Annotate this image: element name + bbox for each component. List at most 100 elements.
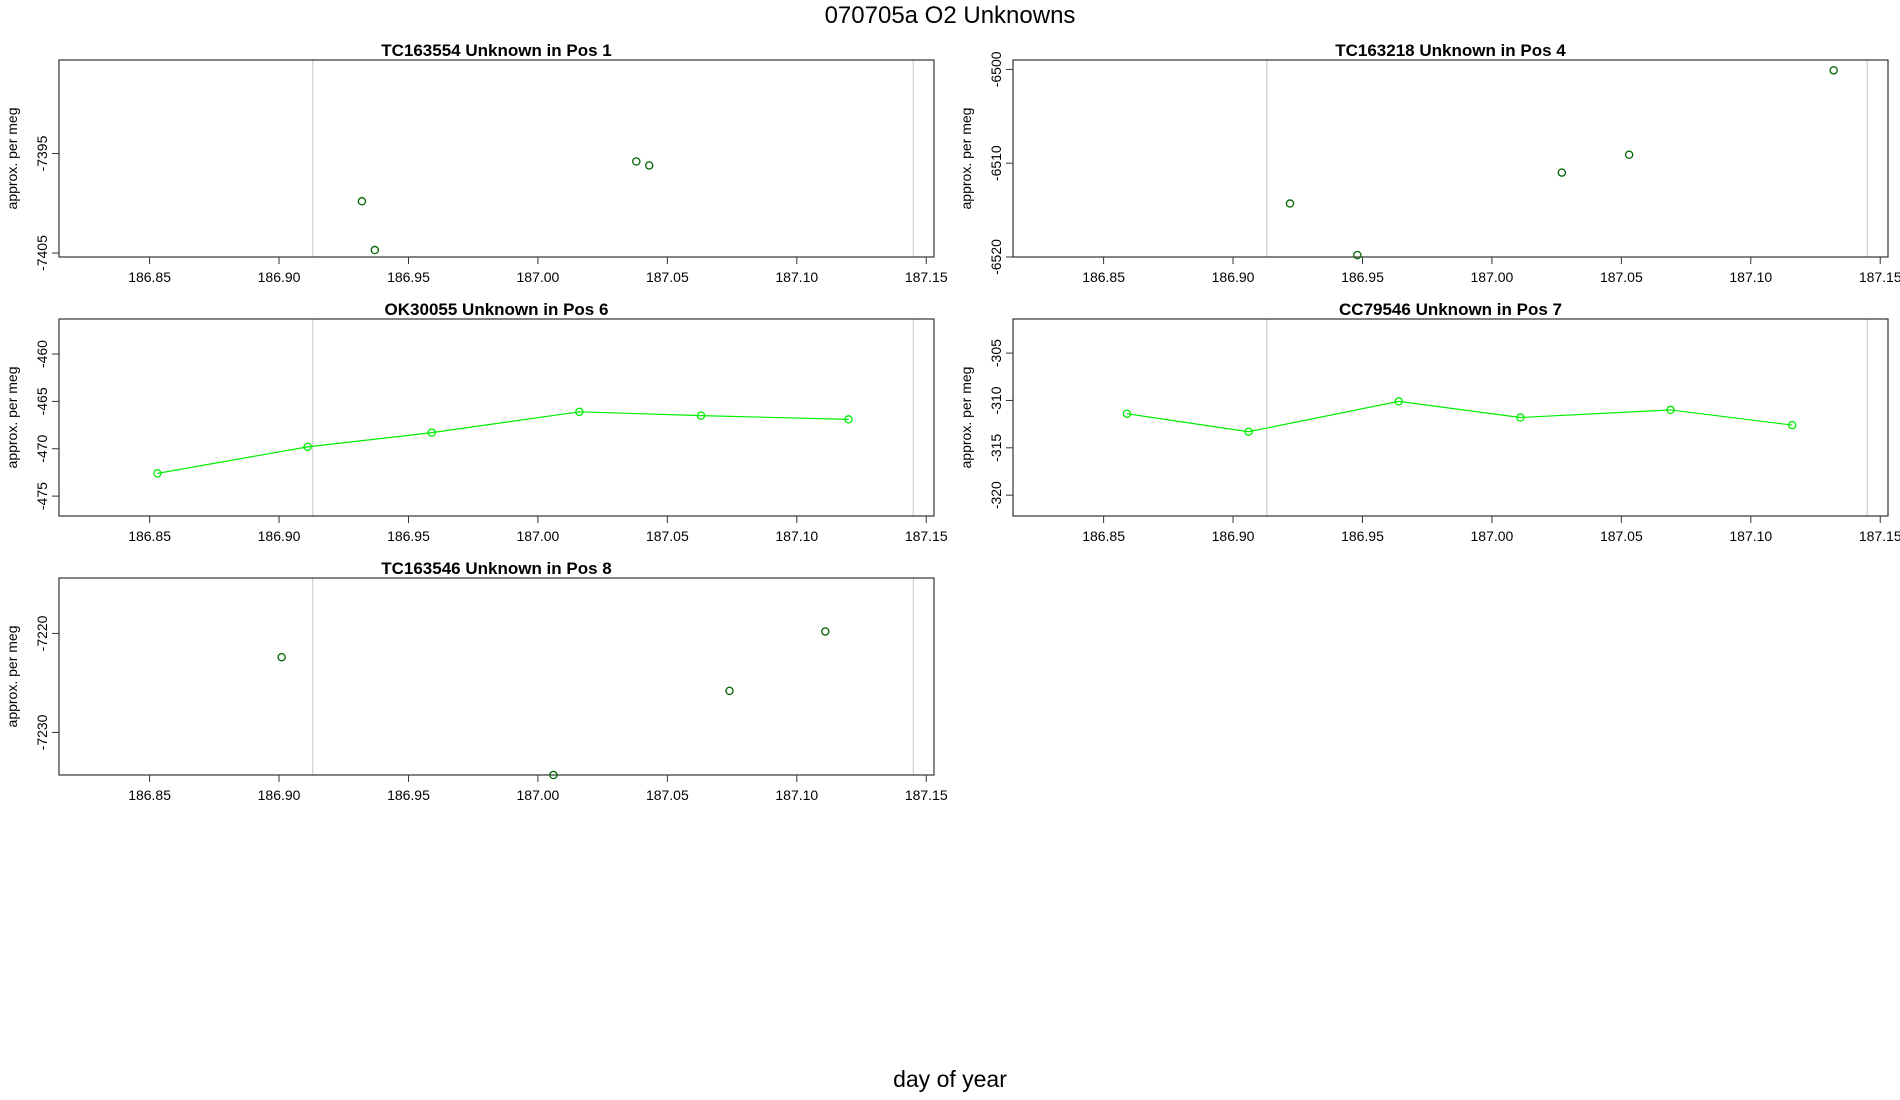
x-tick-label: 187.15 — [905, 528, 948, 544]
data-point — [1516, 413, 1525, 422]
x-tick-label: 187.15 — [905, 269, 948, 285]
x-tick-label: 187.05 — [1600, 528, 1643, 544]
panel-3: OK30055 Unknown in Pos 6 186.85 186.90 186.… — [4, 300, 948, 544]
y-tick-label: -465 — [34, 387, 50, 415]
data-point — [821, 627, 830, 636]
y-tick-label: -475 — [34, 482, 50, 510]
x-tick-label: 187.10 — [775, 787, 818, 803]
data-point — [844, 415, 853, 424]
y-axis-title: approx. per meg — [958, 108, 974, 210]
x-tick-label: 187.10 — [775, 528, 818, 544]
x-tick-label: 186.85 — [128, 528, 171, 544]
panel-5: TC163546 Unknown in Pos 8 186.85 186.90 186… — [4, 559, 948, 803]
panel-title: CC79546 Unknown in Pos 7 — [1339, 300, 1562, 319]
y-tick-label: -470 — [34, 435, 50, 463]
series-line — [157, 411, 849, 474]
y-axis-title: approx. per meg — [4, 626, 20, 728]
x-tick-label: 187.10 — [1729, 269, 1772, 285]
data-point — [644, 161, 654, 170]
x-tick-label: 187.10 — [1729, 528, 1772, 544]
x-tick-label: 187.05 — [646, 787, 689, 803]
panel-1: TC163554 Unknown in Pos 1 186.85 186.90 186… — [4, 41, 948, 285]
data-point — [725, 686, 734, 696]
plot-frame — [58, 318, 935, 517]
data-point — [549, 770, 558, 780]
data-point — [370, 245, 380, 255]
data-point — [1353, 250, 1362, 260]
data-point — [277, 652, 286, 662]
x-tick-label: 186.90 — [1212, 528, 1255, 544]
y-tick-label: -6500 — [988, 51, 1004, 87]
x-tick-label: 187.05 — [646, 528, 689, 544]
panel-title: TC163554 Unknown in Pos 1 — [381, 41, 612, 60]
x-tick-label: 187.00 — [517, 269, 560, 285]
page-title: 070705a O2 Unknowns — [824, 2, 1076, 29]
y-tick-label: -320 — [988, 481, 1004, 509]
x-tick-label: 187.15 — [905, 787, 948, 803]
x-tick-label: 187.00 — [517, 528, 560, 544]
panel-2: TC163218 Unknown in Pos 4 186.85 186.90 186… — [958, 41, 1900, 285]
x-tick-label: 187.05 — [1600, 269, 1643, 285]
data-point — [303, 442, 312, 452]
y-tick-label: -315 — [988, 434, 1004, 462]
x-tick-label: 187.00 — [1471, 269, 1514, 285]
y-axis-title: approx. per meg — [4, 108, 20, 210]
y-tick-label: -7230 — [34, 714, 50, 750]
x-tick-label: 186.85 — [1082, 528, 1125, 544]
data-point — [1829, 66, 1838, 75]
x-tick-label: 187.00 — [517, 787, 560, 803]
plot-frame — [1012, 318, 1889, 517]
data-point — [696, 411, 706, 420]
panel-title: TC163218 Unknown in Pos 4 — [1335, 41, 1566, 60]
x-tick-label: 187.15 — [1859, 528, 1900, 544]
data-point — [357, 197, 367, 206]
plot-frame — [58, 59, 935, 258]
x-tick-label: 186.95 — [387, 787, 430, 803]
x-tick-label: 186.95 — [1341, 269, 1384, 285]
y-tick-label: -7395 — [34, 135, 50, 171]
y-tick-label: -6510 — [988, 145, 1004, 181]
x-tick-label: 186.90 — [258, 528, 301, 544]
y-tick-label: -7405 — [34, 235, 50, 271]
data-point — [1787, 420, 1797, 430]
data-point — [1122, 409, 1132, 418]
data-point — [1557, 168, 1567, 177]
data-point — [632, 157, 641, 166]
data-point — [1244, 427, 1253, 436]
data-point — [153, 469, 162, 478]
series-line — [1126, 400, 1793, 433]
panel-4: CC79546 Unknown in Pos 7 186.85 186.90 186.… — [958, 300, 1900, 544]
x-tick-label: 187.05 — [646, 269, 689, 285]
x-tick-label: 186.90 — [258, 787, 301, 803]
y-tick-label: -7220 — [34, 615, 50, 651]
x-tick-label: 186.95 — [387, 269, 430, 285]
x-tick-label: 186.95 — [387, 528, 430, 544]
x-tick-label: 187.10 — [775, 269, 818, 285]
x-tick-label: 186.85 — [128, 269, 171, 285]
panel-title: OK30055 Unknown in Pos 6 — [385, 300, 609, 319]
plot-frame — [1012, 59, 1889, 258]
y-axis-title: approx. per meg — [958, 367, 974, 469]
y-tick-label: -310 — [988, 386, 1004, 414]
x-tick-label: 186.90 — [258, 269, 301, 285]
y-axis-title: approx. per meg — [4, 367, 20, 469]
x-tick-label: 186.85 — [128, 787, 171, 803]
x-axis-title: day of year — [893, 1066, 1007, 1092]
x-tick-label: 187.15 — [1859, 269, 1900, 285]
panel-title: TC163546 Unknown in Pos 8 — [381, 559, 612, 578]
plot-frame — [58, 577, 935, 776]
x-tick-label: 186.90 — [1212, 269, 1255, 285]
x-tick-label: 186.85 — [1082, 269, 1125, 285]
data-point — [575, 407, 584, 417]
x-tick-label: 187.00 — [1471, 528, 1514, 544]
data-point — [1666, 405, 1675, 415]
y-tick-label: -305 — [988, 339, 1004, 367]
data-point — [1624, 150, 1634, 159]
data-point — [1285, 199, 1295, 208]
x-tick-label: 186.95 — [1341, 528, 1384, 544]
data-point — [427, 428, 437, 437]
y-tick-label: -6520 — [988, 239, 1004, 275]
data-point — [1394, 397, 1403, 406]
y-tick-label: -460 — [34, 340, 50, 368]
